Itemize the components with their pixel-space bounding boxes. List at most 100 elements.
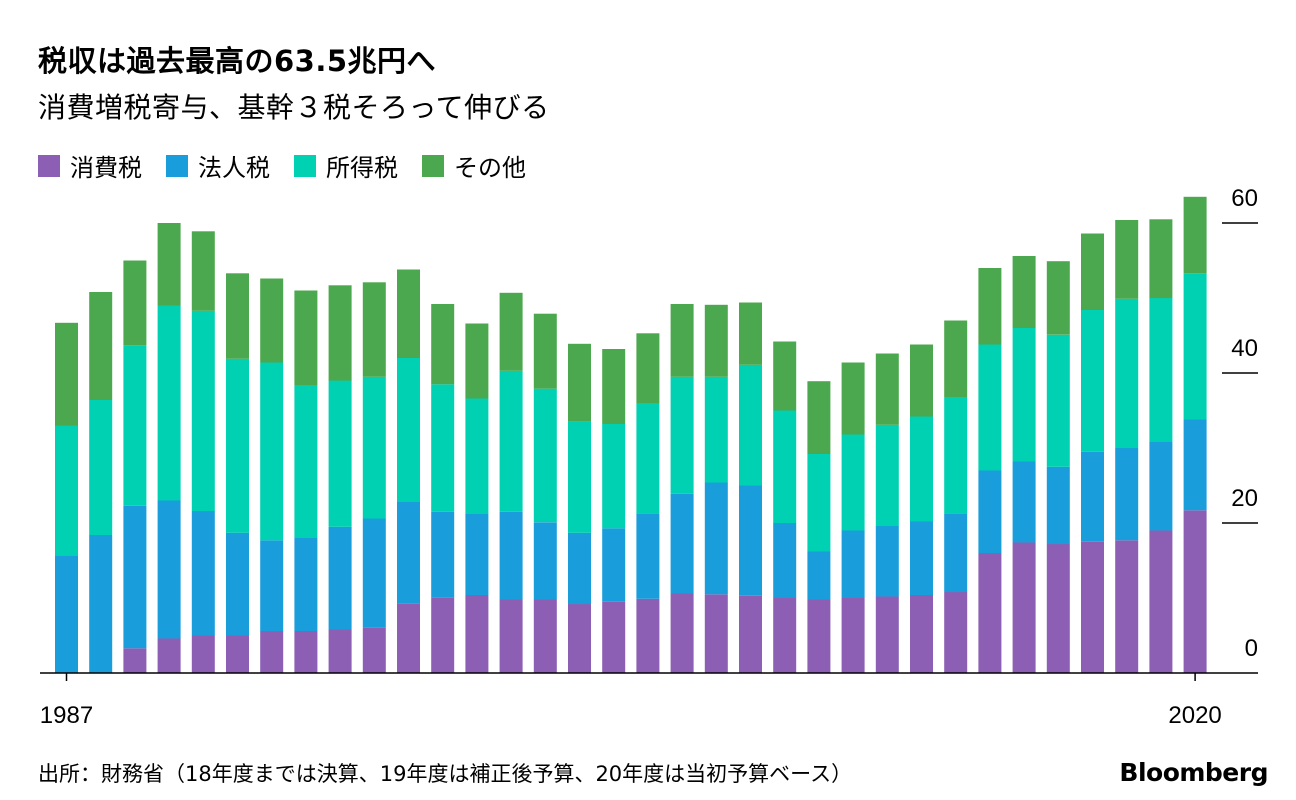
bar-consumption-2001 [533, 599, 557, 673]
legend-label-other: その他 [454, 154, 526, 182]
bar-income-1998 [431, 384, 455, 512]
bar-other-1999 [465, 323, 489, 399]
bar-other-1997 [397, 269, 420, 358]
bar-consumption-2020 [1183, 510, 1207, 674]
bar-consumption-1999 [465, 595, 489, 673]
bar-other-2003 [602, 349, 626, 424]
bar-income-2020 [1183, 273, 1207, 420]
bar-consumption-2012 [910, 595, 933, 673]
chart-subtitle: 消費増税寄与、基幹３税そろって伸びる [38, 91, 550, 124]
bar-other-1988 [89, 292, 113, 400]
bar-corporate-2018 [1115, 448, 1139, 541]
bar-corporate-2009 [807, 551, 831, 600]
bloomberg-logo: Bloomberg [1119, 758, 1268, 787]
bar-consumption-1995 [328, 629, 352, 673]
bar-income-1997 [397, 358, 420, 502]
bar-corporate-2002 [568, 532, 591, 605]
bar-corporate-2010 [841, 530, 865, 598]
bar-other-2016 [1046, 261, 1070, 335]
bar-income-1990 [157, 305, 181, 501]
bar-income-2005 [670, 376, 694, 494]
bar-corporate-2000 [499, 511, 523, 600]
bar-other-1991 [191, 231, 215, 311]
y-tick-label-20: 20 [1231, 485, 1258, 512]
bar-corporate-1988 [89, 535, 113, 673]
bar-income-2009 [807, 454, 831, 552]
bar-corporate-1999 [465, 514, 489, 595]
bar-income-2012 [910, 416, 933, 522]
bar-consumption-2018 [1115, 540, 1139, 674]
bar-corporate-2020 [1183, 419, 1207, 511]
bar-corporate-2017 [1081, 451, 1104, 542]
bar-income-1989 [123, 345, 147, 506]
bar-corporate-1989 [123, 505, 147, 649]
bar-consumption-2003 [602, 601, 626, 674]
bar-income-1988 [89, 400, 113, 535]
bar-other-2007 [739, 302, 762, 365]
bar-income-2004 [636, 403, 660, 514]
bar-consumption-1998 [431, 597, 455, 674]
bar-consumption-2013 [944, 592, 968, 673]
bar-other-1992 [226, 273, 249, 359]
x-tick-label-1987: 1987 [40, 702, 93, 729]
bar-corporate-2012 [910, 521, 933, 595]
bar-corporate-2019 [1149, 442, 1173, 531]
bar-corporate-2008 [773, 523, 797, 598]
bar-consumption-2007 [739, 595, 762, 674]
bar-income-1995 [328, 380, 352, 527]
legend-item-corporate: 法人税 [166, 148, 270, 183]
bar-consumption-2009 [807, 599, 831, 673]
bar-income-2007 [739, 364, 762, 486]
bar-other-2012 [910, 344, 933, 417]
bar-income-1991 [191, 310, 215, 512]
legend-swatch-income [294, 154, 316, 177]
bar-consumption-2014 [978, 553, 1002, 673]
bar-corporate-1990 [157, 500, 181, 639]
source-note: 出所：財務省（18年度までは決算、19年度は補正後予算、20年度は当初予算ベース… [38, 762, 853, 786]
bar-other-2014 [978, 268, 1002, 345]
bar-consumption-2017 [1081, 541, 1104, 674]
bar-consumption-1994 [294, 631, 318, 673]
bar-corporate-2006 [704, 482, 728, 595]
bar-consumption-1989 [123, 648, 147, 674]
bar-other-2009 [807, 381, 831, 454]
bar-corporate-2005 [670, 493, 694, 594]
bar-income-2019 [1149, 298, 1173, 442]
bar-income-1994 [294, 385, 318, 538]
bar-other-1994 [294, 290, 318, 385]
bar-other-2002 [568, 343, 591, 422]
bar-other-1998 [431, 304, 455, 385]
bar-corporate-2014 [978, 470, 1002, 553]
bar-corporate-1987 [55, 556, 78, 673]
bar-income-2003 [602, 424, 626, 529]
bar-income-2010 [841, 434, 865, 531]
bar-other-2017 [1081, 233, 1104, 310]
bar-income-2016 [1046, 334, 1070, 467]
bar-other-2008 [773, 341, 797, 411]
bar-consumption-1991 [191, 635, 215, 673]
bar-corporate-2016 [1046, 466, 1070, 545]
bar-consumption-2010 [841, 598, 865, 673]
bar-other-2000 [499, 292, 523, 371]
bar-corporate-1992 [226, 532, 249, 636]
bar-corporate-1996 [362, 518, 386, 628]
bar-consumption-2000 [499, 599, 523, 673]
bar-other-2015 [1012, 256, 1036, 328]
bar-consumption-2002 [568, 604, 591, 673]
bar-income-1992 [226, 358, 249, 533]
bar-corporate-2001 [533, 522, 557, 600]
bar-consumption-1996 [362, 627, 386, 674]
bar-other-2018 [1115, 220, 1139, 299]
bar-other-2006 [704, 304, 728, 377]
bar-other-1990 [157, 223, 181, 306]
bar-consumption-1992 [226, 635, 249, 673]
x-tick-label-2020: 2020 [1168, 702, 1221, 729]
bar-consumption-2006 [704, 594, 728, 674]
bar-consumption-2008 [773, 598, 797, 673]
bar-consumption-2011 [875, 596, 899, 673]
y-tick-label-60: 60 [1231, 185, 1258, 212]
legend: 消費税 法人税 所得税 その他 [38, 148, 526, 183]
bar-income-2008 [773, 410, 797, 523]
bar-corporate-1995 [328, 526, 352, 630]
